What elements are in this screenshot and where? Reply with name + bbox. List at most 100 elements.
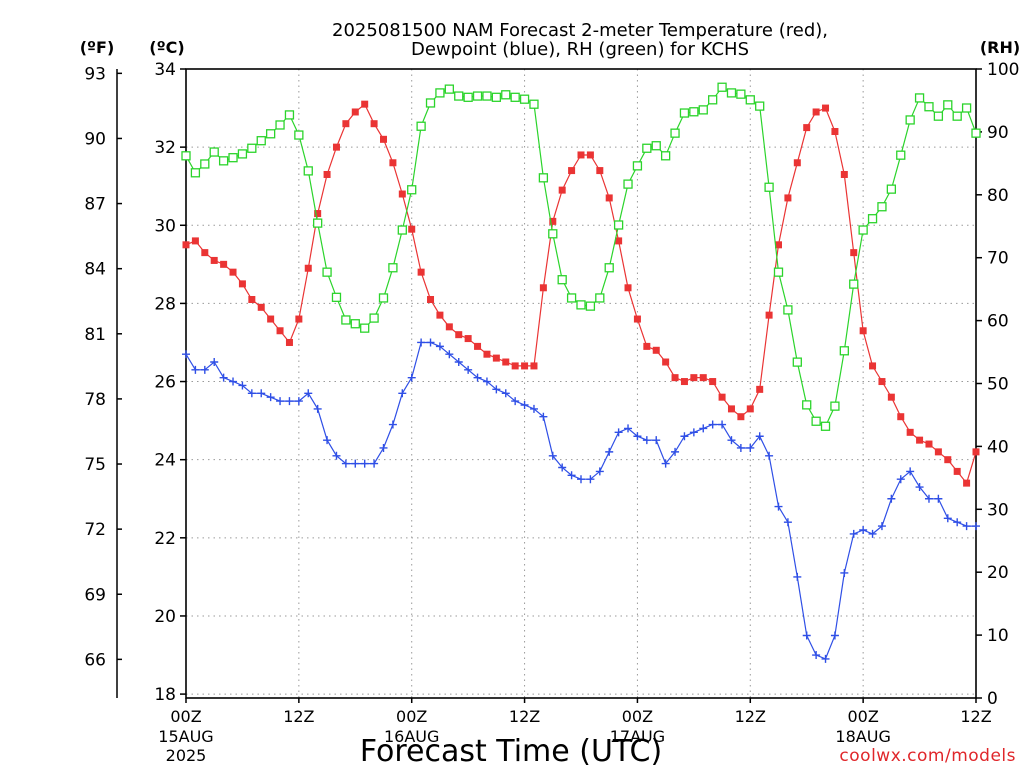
rh-tick-label: 70 [987,249,1009,269]
rh-point [924,102,934,112]
rh-point [557,275,567,285]
rh-point [708,95,718,105]
rh-point [529,99,539,109]
dewpoint-point [492,385,501,394]
fahrenheit-tick-label: 93 [84,64,106,84]
dewpoint-point [294,397,303,406]
rh-point [745,95,755,105]
dewpoint-point [539,412,548,421]
temperature-point [718,393,726,401]
temperature-point [953,467,961,475]
temperature-point [351,108,359,116]
temperature-point [511,362,519,370]
temperature-point [934,448,942,456]
temperature-point [380,135,387,143]
temperature-point [539,284,547,292]
rh-point [726,88,737,98]
celsius-tick-label: 34 [154,60,176,80]
fahrenheit-tick-label: 69 [84,585,106,605]
dewpoint-point [370,459,379,468]
dewpoint-point [577,475,585,484]
dewpoint-point [962,522,971,531]
dewpoint-point [398,389,407,398]
rh-tick-label: 100 [987,60,1019,80]
temperature-point [596,167,604,175]
temperature-point [878,378,886,386]
dewpoint-point [765,451,774,460]
time-tick-label: 00Z [170,707,201,726]
temperature-point [633,315,641,323]
dewpoint-point [774,502,783,511]
rh-tick-label: 50 [987,375,1009,395]
rh-point [294,130,304,140]
rh-point [717,82,727,92]
dewpoint-point [332,451,341,460]
rh-point [839,346,849,356]
dewpoint-point [520,400,529,409]
temperature-point [756,385,764,393]
dewpoint-point [699,424,708,433]
data-series [181,82,981,663]
temperature-point [615,237,623,245]
dewpoint-point [661,459,670,468]
temperature-point [727,405,735,413]
rh-point [322,267,332,277]
rh-point [190,168,201,178]
dewpoint-point [210,358,219,367]
dewpoint-point [633,432,642,441]
temperature-point [709,378,717,386]
rh-point [961,103,972,113]
dewpoint-point [501,389,510,398]
rh-point [284,110,295,120]
rh-point [764,182,774,192]
dewpoint-point [285,397,294,406]
dewpoint-point [642,436,651,445]
rh-point [773,267,784,277]
dewpoint-point [906,467,915,476]
rh-point [896,150,906,160]
rh-point [247,143,257,153]
temperature-point [850,249,858,257]
temperature-series [182,100,980,487]
dewpoint-point [360,459,369,468]
rh-point [538,173,549,183]
rh-point [820,421,831,431]
rh-point [218,156,229,166]
temperature-point [267,315,275,323]
dewpoint-point [482,377,491,386]
temperature-point [624,284,632,292]
temperature-point [436,311,444,319]
temperature-point [662,358,670,366]
rh-point [877,202,887,212]
dewpoint-point [454,358,463,367]
rh-tick-label: 30 [987,500,1009,520]
celsius-tick-label: 18 [154,685,176,705]
rh-point [792,357,802,367]
rh-point [867,214,878,224]
dewpoint-point [304,389,313,398]
dewpoint-point [877,522,886,531]
dewpoint-point [736,443,745,452]
rh-point [679,108,690,118]
dewpoint-point [727,436,736,445]
dewpoint-point [624,424,633,433]
temperature-point [455,331,463,339]
dewpoint-point [812,651,821,660]
dewpoint-point [341,459,350,468]
date-tick-label: 18AUG [835,727,890,746]
rh-point [275,120,285,130]
temperature-point [963,479,971,487]
temperature-point [427,296,435,304]
rh-point [971,128,981,138]
dewpoint-point [793,572,802,581]
dewpoint-point [257,389,266,398]
temperature-point [464,335,472,343]
temperature-point [944,456,952,464]
temperature-point [408,225,416,233]
temperature-point [906,428,914,436]
fahrenheit-tick-label: 84 [84,260,106,280]
rh-point [303,166,313,176]
fahrenheit-tick-label: 72 [84,520,106,540]
rh-tick-label: 80 [987,186,1009,206]
fahrenheit-tick-label: 78 [84,390,106,410]
